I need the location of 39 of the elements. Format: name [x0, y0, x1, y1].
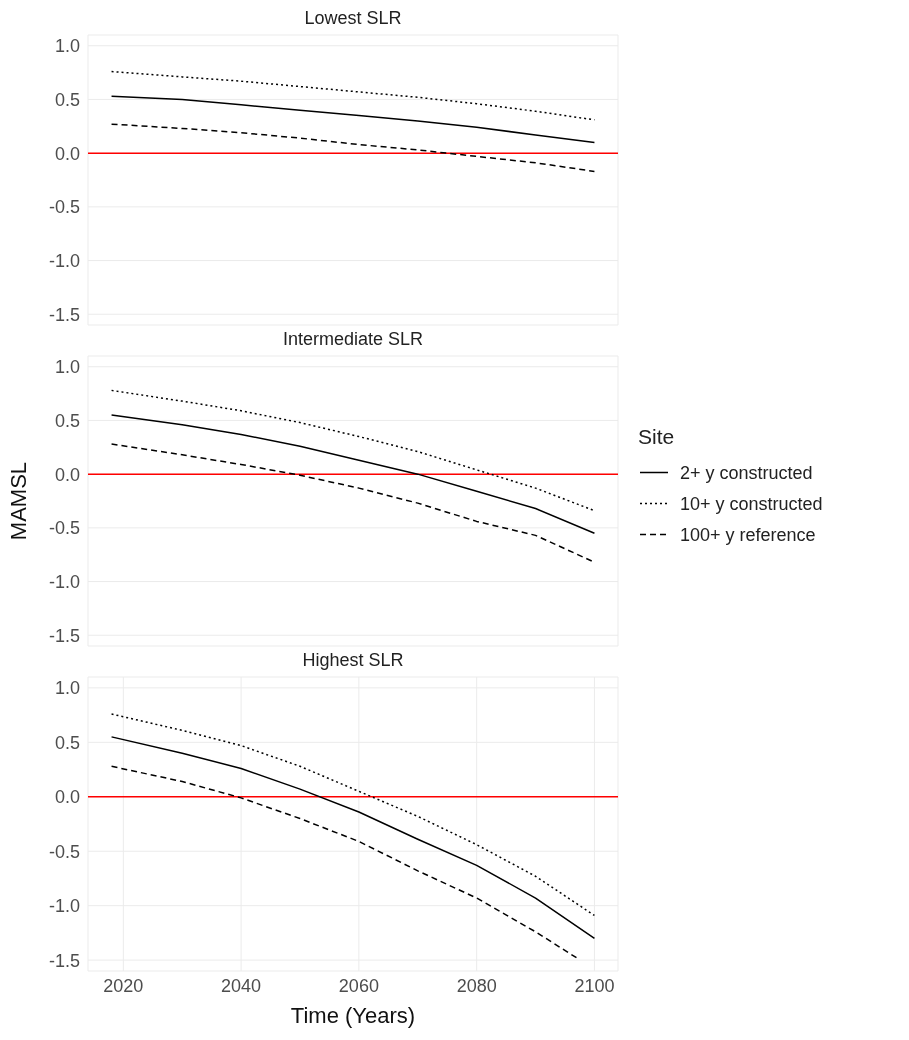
y-tick-label: 0.5	[54, 732, 80, 753]
x-axis-title: Time (Years)	[290, 1002, 416, 1028]
legend-label: 10+ y constructed	[680, 493, 823, 514]
y-tick-label: -0.5	[48, 197, 80, 218]
line-series	[110, 95, 596, 144]
y-tick-label: -0.5	[48, 518, 80, 539]
legend-label: 2+ y constructed	[680, 462, 813, 483]
line-series	[110, 389, 596, 512]
chart-title: Highest SLR	[301, 650, 405, 671]
chart-title: Intermediate SLR	[281, 329, 425, 350]
y-tick-label: -1.5	[48, 625, 80, 646]
x-tick-label: 2100	[574, 975, 615, 996]
x-tick-label: 2040	[221, 975, 262, 996]
line-series	[110, 736, 596, 940]
y-tick-label: 0.0	[54, 464, 80, 485]
y-tick-label: -1.0	[48, 896, 80, 917]
y-tick-label: 0.5	[54, 89, 80, 110]
y-tick-label: -1.0	[48, 571, 80, 592]
y-tick-label: -1.5	[48, 950, 80, 971]
line-series	[110, 713, 596, 917]
y-tick-label: -1.0	[48, 250, 80, 271]
chart-title: Lowest SLR	[303, 8, 403, 29]
y-tick-label: -1.5	[48, 304, 80, 325]
y-tick-label: 0.5	[54, 410, 80, 431]
y-tick-label: 1.0	[54, 357, 80, 378]
y-tick-label: 1.0	[54, 678, 80, 699]
y-axis-title: MAMSL	[5, 461, 31, 541]
x-tick-label: 2020	[103, 975, 144, 996]
line-series	[110, 765, 578, 959]
line-series	[110, 123, 596, 173]
y-tick-label: -0.5	[48, 841, 80, 862]
line-series	[110, 414, 596, 534]
x-tick-label: 2080	[456, 975, 497, 996]
legend-label: 100+ y reference	[680, 524, 816, 545]
legend-title: Site	[638, 424, 676, 448]
y-tick-label: 0.0	[54, 143, 80, 164]
y-tick-label: 1.0	[54, 36, 80, 57]
x-tick-label: 2060	[338, 975, 379, 996]
y-tick-label: 0.0	[54, 787, 80, 808]
